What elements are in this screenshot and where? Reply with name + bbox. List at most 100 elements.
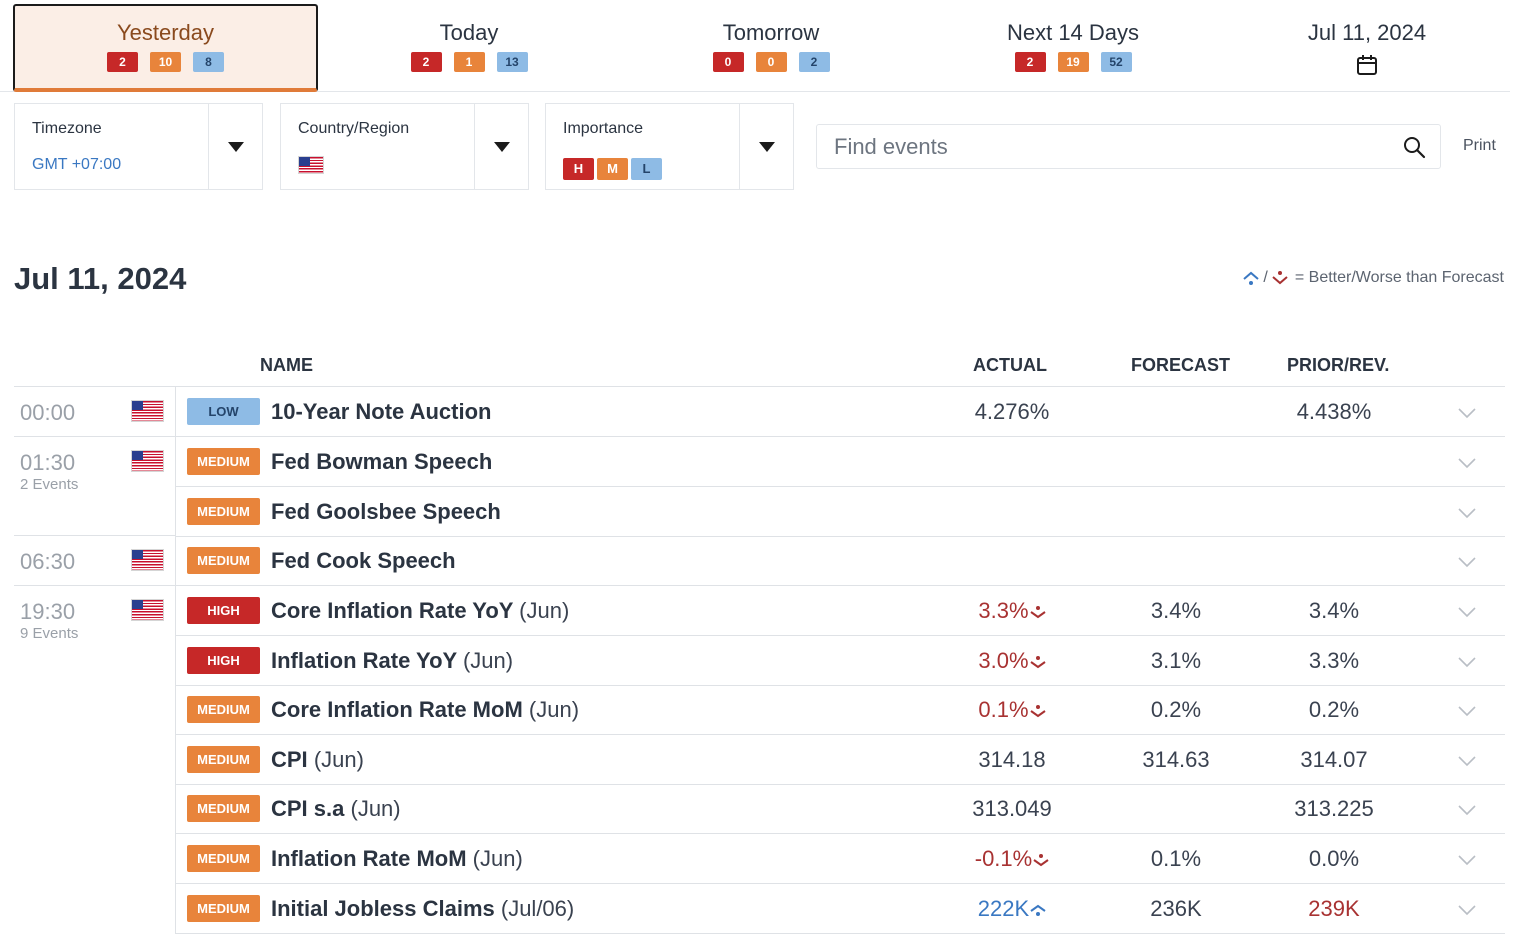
event-row[interactable]: HIGH Inflation Rate YoY (Jun) 3.0% 3.1% … [176,636,1505,686]
tab-label: Today [439,20,499,45]
actual-value: 3.0% [932,648,1092,674]
actual-number: 3.3% [978,598,1029,623]
search-input[interactable] [817,125,1387,168]
tab-yesterday[interactable]: Yesterday 2 10 8 [13,4,318,92]
tab-today[interactable]: Today 2 1 13 [318,4,620,92]
high-count-badge: 0 [712,52,744,72]
event-row[interactable]: MEDIUM CPI (Jun) 314.18 314.63 314.07 [176,735,1505,785]
tab-label: Jul 11, 2024 [1307,20,1427,45]
time-column-divider [175,387,176,934]
forecast-legend: / = Better/Worse than Forecast [1242,269,1504,287]
event-row[interactable]: HIGH Core Inflation Rate YoY (Jun) 3.3% … [176,586,1505,636]
legend-separator: / [1263,269,1268,286]
dropdown-caret[interactable] [208,104,262,189]
chevron-down-icon[interactable] [1457,457,1477,469]
tab-label: Next 14 Days [1006,20,1140,45]
country-filter[interactable]: Country/Region [280,103,529,190]
event-row[interactable]: MEDIUM Fed Cook Speech [176,536,1505,586]
chevron-down-icon[interactable] [1457,755,1477,767]
event-name: Core Inflation Rate MoM (Jun) [271,697,579,723]
tab-next-14-days[interactable]: Next 14 Days 2 19 52 [922,4,1224,92]
low-count-badge: 2 [798,52,830,72]
chevron-down-icon[interactable] [1457,507,1477,519]
event-name: Fed Cook Speech [271,548,456,574]
chevron-down-icon[interactable] [1457,656,1477,668]
chevron-down-icon[interactable] [1457,407,1477,419]
search-icon[interactable] [1402,135,1426,159]
better-indicator-icon [1243,271,1260,285]
high-count-badge: 2 [1014,52,1046,72]
event-row[interactable]: MEDIUM Fed Bowman Speech [176,437,1505,487]
search-box [816,124,1441,169]
column-header-name: NAME [260,355,313,375]
event-time: 00:00 [20,400,76,425]
caret-down-icon [227,141,244,152]
chevron-down-icon[interactable] [1457,904,1477,916]
events-count: 2 Events [20,476,79,493]
timezone-filter[interactable]: Timezone GMT +07:00 [14,103,263,190]
prior-value: 0.2% [1308,697,1360,722]
high-count-badge: 2 [107,52,138,72]
dropdown-caret[interactable] [739,104,793,189]
event-row[interactable]: MEDIUM Core Inflation Rate MoM (Jun) 0.1… [176,685,1505,735]
header-divider [14,386,1505,387]
event-title: Core Inflation Rate MoM [271,697,523,722]
importance-low-badge: L [631,158,662,180]
importance-badge: HIGH [187,647,260,674]
prior-value: 239K [1308,896,1360,921]
group-divider [14,585,176,586]
importance-badge: MEDIUM [187,895,260,922]
event-name: Initial Jobless Claims (Jul/06) [271,896,574,922]
column-header-actual: ACTUAL [973,355,1047,375]
medium-count-badge: 10 [150,52,181,72]
tab-tomorrow[interactable]: Tomorrow 0 0 2 [620,4,922,92]
tab-date-picker[interactable]: Jul 11, 2024 [1224,4,1510,92]
forecast-value: 3.4% [1150,598,1202,623]
actual-value: -0.1% [932,846,1092,872]
importance-badge: MEDIUM [187,845,260,872]
us-flag-icon [131,599,164,621]
actual-value: 4.276% [974,399,1050,424]
medium-count-badge: 1 [453,52,485,72]
filter-label: Importance [563,120,644,137]
event-name: Fed Bowman Speech [271,449,492,475]
importance-badge: MEDIUM [187,498,260,525]
forecast-value: 3.1% [1150,648,1202,673]
event-row[interactable]: MEDIUM Inflation Rate MoM (Jun) -0.1% 0.… [176,834,1505,884]
event-title: CPI s.a [271,796,345,821]
chevron-down-icon[interactable] [1457,606,1477,618]
event-row[interactable]: LOW 10-Year Note Auction 4.276% 4.438% [176,387,1505,437]
chevron-down-icon[interactable] [1457,854,1477,866]
filter-label: Timezone [32,120,102,137]
event-title: Inflation Rate MoM [271,846,467,871]
event-title: Initial Jobless Claims [271,896,495,921]
event-name: Fed Goolsbee Speech [271,499,501,525]
event-row[interactable]: MEDIUM Fed Goolsbee Speech [176,487,1505,537]
section-date-title: Jul 11, 2024 [14,261,187,296]
us-flag-icon [131,400,164,422]
prior-value: 3.3% [1308,648,1360,673]
event-row[interactable]: MEDIUM CPI s.a (Jun) 313.049 313.225 [176,784,1505,834]
importance-filter[interactable]: Importance H M L [545,103,794,190]
events-count: 9 Events [20,625,79,642]
us-flag-icon [298,156,324,174]
event-time: 19:30 [20,599,76,624]
chevron-down-icon[interactable] [1457,705,1477,717]
tab-label: Tomorrow [722,20,820,45]
event-row[interactable]: MEDIUM Initial Jobless Claims (Jul/06) 2… [176,884,1505,934]
dropdown-caret[interactable] [474,104,528,189]
actual-value: 222K [932,896,1092,922]
event-counts: 2 19 52 [922,52,1224,72]
chevron-down-icon[interactable] [1457,804,1477,816]
event-period: (Jun) [313,747,364,772]
group-divider [14,535,176,536]
print-link[interactable]: Print [1463,137,1496,154]
tab-label: Yesterday [116,20,215,45]
importance-badge: MEDIUM [187,448,260,475]
chevron-down-icon[interactable] [1457,556,1477,568]
event-title: Inflation Rate YoY [271,648,457,673]
forecast-value: 314.63 [1142,747,1210,772]
event-title: Fed Goolsbee Speech [271,499,501,524]
group-divider [14,436,176,437]
event-time: 01:30 [20,450,76,475]
